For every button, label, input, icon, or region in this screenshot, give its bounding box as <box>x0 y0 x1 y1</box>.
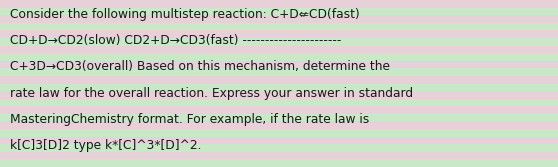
Bar <box>0 152 558 159</box>
Bar <box>0 106 558 114</box>
Bar <box>0 23 558 30</box>
Bar <box>0 159 558 167</box>
Bar <box>0 121 558 129</box>
Bar <box>0 114 558 121</box>
Bar <box>0 0 558 8</box>
Bar <box>0 8 558 15</box>
Bar <box>0 61 558 68</box>
Text: C+3D→CD3(overall) Based on this mechanism, determine the: C+3D→CD3(overall) Based on this mechanis… <box>10 60 390 73</box>
Bar <box>0 91 558 99</box>
Text: k[C]3[D]2 type k*[C]^3*[D]^2.: k[C]3[D]2 type k*[C]^3*[D]^2. <box>10 139 201 152</box>
Text: CD+D→CD2(slow) CD2+D→CD3(fast) ----------------------: CD+D→CD2(slow) CD2+D→CD3(fast) ---------… <box>10 34 341 47</box>
Bar <box>0 76 558 84</box>
Bar <box>0 46 558 53</box>
Text: rate law for the overall reaction. Express your answer in standard: rate law for the overall reaction. Expre… <box>10 87 413 100</box>
Bar <box>0 84 558 91</box>
Bar <box>0 38 558 46</box>
Text: Consider the following multistep reaction: C+D⇍CD(fast): Consider the following multistep reactio… <box>10 8 360 21</box>
Bar <box>0 129 558 137</box>
Bar <box>0 68 558 76</box>
Bar <box>0 30 558 38</box>
Bar <box>0 53 558 61</box>
Text: MasteringChemistry format. For example, if the rate law is: MasteringChemistry format. For example, … <box>10 113 369 126</box>
Bar <box>0 144 558 152</box>
Bar <box>0 99 558 106</box>
Bar <box>0 15 558 23</box>
Bar <box>0 137 558 144</box>
